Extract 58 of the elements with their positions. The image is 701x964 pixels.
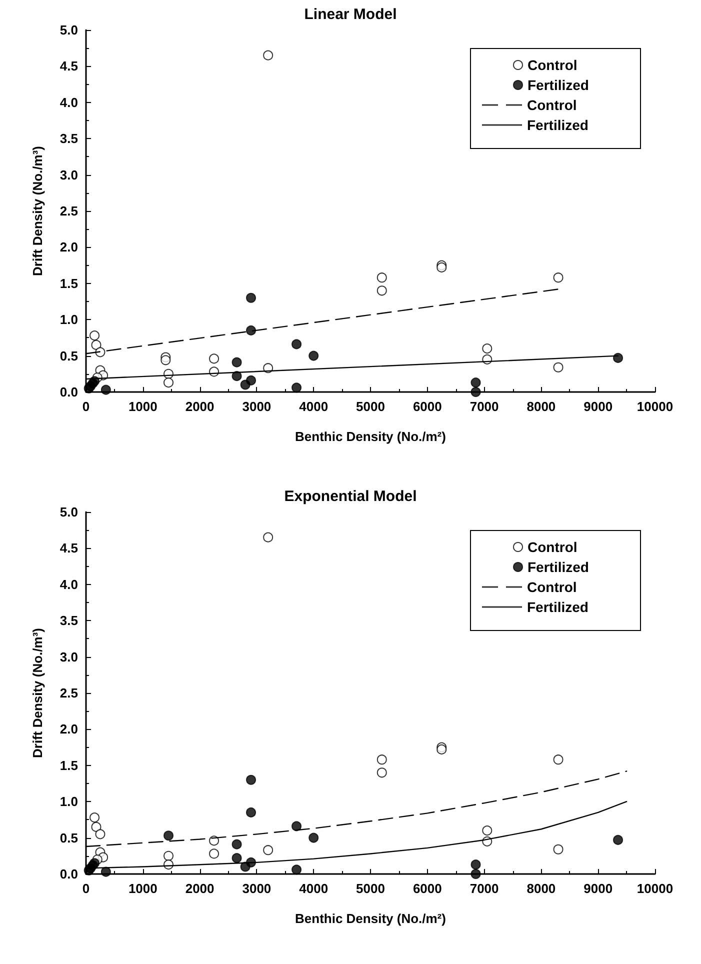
chart-title: Linear Model [304, 6, 397, 23]
y-tick-label: 5.0 [60, 504, 78, 520]
legend-label: Control [527, 97, 577, 113]
y-tick-label: 4.5 [60, 58, 78, 74]
y-tick-label: 0.0 [60, 866, 78, 882]
y-axis-title: Drift Density (No./m³) [30, 146, 45, 276]
y-tick-label: 4.0 [60, 94, 78, 110]
x-tick-label: 4000 [299, 881, 328, 896]
y-tick-label: 1.0 [60, 794, 78, 810]
x-tick-label: 7000 [470, 881, 499, 896]
y-tick-label: 1.5 [60, 758, 78, 773]
x-tick-label: 1000 [128, 399, 158, 414]
y-tick-label: 3.0 [60, 167, 78, 182]
y-tick-label: 3.5 [60, 131, 78, 146]
x-tick-label: 6000 [412, 399, 442, 414]
x-tick-label: 1000 [128, 881, 158, 896]
y-tick-label: 3.0 [60, 649, 78, 664]
y-tick-label: 2.0 [60, 722, 78, 737]
y-tick-label: 2.5 [60, 686, 78, 700]
y-tick-label: 1.0 [60, 312, 78, 328]
x-tick-label: 2000 [185, 881, 214, 896]
x-tick-label: 4000 [299, 399, 328, 414]
legend-label: Fertilized [527, 599, 588, 615]
x-tick-label: 9000 [584, 881, 613, 896]
x-tick-label: 0 [82, 881, 90, 896]
y-tick-label: 0.0 [60, 384, 78, 400]
x-tick-label: 10000 [636, 881, 674, 896]
x-tick-label: 8000 [526, 399, 556, 414]
x-tick-label: 0 [82, 399, 90, 414]
legend-label: Fertilized [528, 77, 589, 93]
legend-label: Control [527, 579, 577, 595]
y-tick-label: 4.0 [60, 576, 78, 592]
y-tick-label: 0.5 [60, 830, 78, 846]
legend-label: Fertilized [528, 559, 589, 575]
legend-label: Control [528, 539, 578, 555]
x-axis-title: Benthic Density (No./m²) [295, 429, 446, 444]
x-tick-label: 7000 [470, 399, 499, 414]
x-tick-label: 3000 [242, 399, 272, 414]
x-tick-label: 6000 [412, 881, 442, 896]
y-tick-label: 3.5 [60, 613, 78, 628]
y-tick-label: 4.5 [60, 540, 78, 556]
x-tick-label: 5000 [356, 399, 385, 414]
x-tick-label: 2000 [185, 399, 214, 414]
y-tick-label: 1.5 [60, 276, 78, 291]
x-tick-label: 10000 [636, 399, 674, 414]
y-axis-title: Drift Density (No./m³) [30, 628, 45, 758]
x-tick-label: 5000 [356, 881, 385, 896]
x-axis-title: Benthic Density (No./m²) [295, 911, 446, 926]
legend-label: Control [528, 57, 578, 73]
legend-label: Fertilized [527, 117, 588, 133]
x-tick-label: 3000 [242, 881, 272, 896]
y-tick-label: 5.0 [60, 22, 78, 38]
y-tick-label: 0.5 [60, 348, 78, 364]
x-tick-label: 8000 [526, 881, 556, 896]
x-tick-label: 9000 [584, 399, 613, 414]
y-tick-label: 2.0 [60, 240, 78, 255]
y-tick-label: 2.5 [60, 204, 78, 218]
chart-title: Exponential Model [284, 488, 417, 505]
